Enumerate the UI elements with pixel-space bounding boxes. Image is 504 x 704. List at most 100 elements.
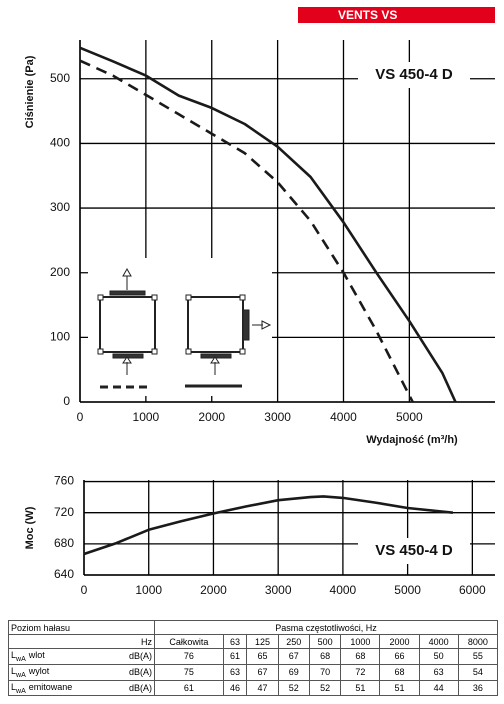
- x-tick-label: 6000: [459, 583, 486, 597]
- cell: 46: [222, 679, 248, 697]
- y-tick-label: 640: [54, 567, 74, 581]
- x-tick-label: 1000: [135, 583, 162, 597]
- column-header: 250: [277, 634, 310, 649]
- series-line: [79, 59, 414, 403]
- row-unit: dB(A): [111, 663, 155, 681]
- data-row: LwA emitowane dB(A) 61 46 47 52 52 51 51 44 36: [8, 679, 499, 697]
- cell: 54: [457, 663, 499, 681]
- column-header: 2000: [379, 634, 420, 649]
- x-tick-label: 5000: [394, 583, 421, 597]
- cell: 65: [246, 648, 279, 665]
- data-row: LwA wylot dB(A) 75 63 67 69 70 72 68 63 54: [8, 663, 499, 681]
- y-tick-label: 500: [50, 71, 70, 85]
- subscript: wA: [16, 687, 26, 695]
- brand: VENTS VS: [338, 8, 397, 22]
- symbol: L: [11, 650, 17, 660]
- cell: 68: [379, 663, 420, 681]
- column-header: 63: [222, 634, 248, 649]
- row-name: emitowane: [28, 681, 73, 692]
- y-tick-label: 200: [50, 265, 70, 279]
- cell: 47: [246, 679, 279, 697]
- symbol: L: [11, 681, 17, 692]
- x-tick-label: 1000: [133, 410, 160, 424]
- subscript: wA: [16, 655, 26, 663]
- y-axis-label: Ciśnienie (Pa): [24, 55, 36, 128]
- cell: 75: [153, 663, 224, 681]
- legend-icons: [88, 258, 272, 396]
- y-tick-label: 100: [50, 330, 70, 344]
- y-tick-label: 400: [50, 136, 70, 150]
- y-tick-label: 720: [54, 505, 74, 519]
- x-tick-label: 0: [81, 583, 88, 597]
- y-tick-label: 760: [54, 474, 74, 488]
- cell: 61: [222, 648, 248, 665]
- cell: 52: [308, 679, 342, 697]
- brand-box: [298, 7, 495, 23]
- row-unit: dB(A): [111, 648, 155, 665]
- noise-table: Poziom hałasu Pasma częstotliwości, Hz Hz C…: [8, 620, 499, 697]
- cell: 69: [277, 663, 310, 681]
- cell: 51: [340, 679, 381, 697]
- data-row: LwA wlot dB(A) 76 61 65 67 68 68 66 50 55: [8, 648, 499, 665]
- row-name: wlot: [28, 650, 45, 660]
- annotation-box: [358, 62, 470, 88]
- header-row: Poziom hałasu Pasma częstotliwości, Hz: [8, 620, 499, 635]
- y-tick-label: 680: [54, 536, 74, 550]
- y-tick-label: 300: [50, 200, 70, 214]
- series-line: [79, 46, 457, 403]
- cell: 68: [340, 648, 381, 665]
- table-title: Poziom hałasu: [8, 620, 155, 635]
- lines: [79, 46, 457, 556]
- x-tick-label: 4000: [330, 410, 357, 424]
- row-name: wylot: [28, 665, 50, 676]
- x-axis-label: Wydajność (m³/h): [366, 434, 458, 446]
- column-header: 500: [308, 634, 342, 649]
- cell: 63: [418, 663, 459, 681]
- cell: 70: [308, 663, 342, 681]
- blank: [8, 634, 112, 649]
- annotation-box: [358, 538, 470, 564]
- cell: 72: [340, 663, 381, 681]
- column-header: 8000: [457, 634, 499, 649]
- cell: 63: [222, 663, 248, 681]
- x-tick-label: 2000: [198, 410, 225, 424]
- bands-title: Pasma częstotliwości, Hz: [153, 620, 499, 635]
- column-header: 1000: [340, 634, 381, 649]
- cell: 55: [457, 648, 499, 665]
- cell: 50: [418, 648, 459, 665]
- y-axis-label: Moc (W): [24, 506, 36, 549]
- grid: [79, 40, 495, 403]
- cell: 51: [379, 679, 420, 697]
- row-label: LwA wlot: [8, 648, 112, 665]
- series-line: [83, 495, 454, 556]
- annotation: VS 450-4 D: [375, 542, 453, 559]
- y-tick-label: 0: [63, 394, 70, 408]
- cell: 66: [379, 648, 420, 665]
- cell: 76: [153, 648, 224, 665]
- x-tick-label: 5000: [396, 410, 423, 424]
- x-tick-label: 0: [77, 410, 84, 424]
- column-header: 4000: [418, 634, 459, 649]
- cell: 67: [246, 663, 279, 681]
- cell: 68: [308, 648, 342, 665]
- row-unit: dB(A): [111, 679, 155, 697]
- cell: 52: [277, 679, 310, 697]
- column-header: Całkowita: [153, 634, 224, 649]
- unit-header: Hz: [111, 634, 155, 649]
- cell: 61: [153, 679, 224, 697]
- cell: 44: [418, 679, 459, 697]
- cell: 67: [277, 648, 310, 665]
- row-label: LwA emitowane: [8, 679, 112, 697]
- annotation: VS 450-4 D: [375, 66, 453, 83]
- cell: 36: [457, 679, 499, 697]
- x-tick-label: 3000: [264, 410, 291, 424]
- symbol: L: [11, 665, 17, 676]
- row-label: LwA wylot: [8, 663, 112, 681]
- x-tick-label: 3000: [265, 583, 292, 597]
- x-tick-label: 2000: [200, 583, 227, 597]
- header-row: Hz Całkowita 63 125 250 500 1000 2000 4000 8000: [8, 634, 499, 649]
- subscript: wA: [16, 671, 26, 679]
- x-tick-label: 4000: [330, 583, 357, 597]
